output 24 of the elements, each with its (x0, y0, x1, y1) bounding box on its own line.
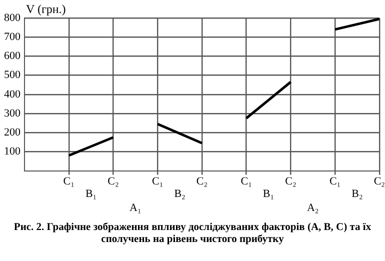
x-tick-label: C₂ (108, 175, 119, 188)
text: B₂ (174, 188, 186, 200)
x-tick-label: C₁ (240, 175, 252, 188)
text: A₁ (130, 202, 142, 214)
text: Рис. 2. Графічне зображення впливу досліджуваних факторів (А, В, С) та їх сполучень на рівень чистого прибутку (12, 222, 372, 246)
y-tick-label: 500 (4, 69, 21, 82)
x-tick-label: C₁ (63, 175, 75, 188)
y-tick-label: 600 (4, 50, 21, 62)
y-tick-label: 200 (4, 126, 21, 138)
x-tick-label: C₂ (196, 175, 208, 188)
y-tick-label: 400 (4, 88, 21, 100)
y-tick-label: 700 (4, 30, 21, 43)
text: B₁ (262, 188, 274, 200)
text: B₁ (85, 188, 97, 200)
text: A₂ (306, 202, 319, 214)
y-tick-label: 300 (4, 107, 21, 120)
y-tick-label: 800 (4, 12, 21, 24)
x-tick-label: C₂ (374, 175, 385, 188)
y-tick-label: 100 (4, 146, 21, 158)
y-axis-title: V (грн.) (26, 2, 66, 17)
x-tick-label: C₁ (329, 175, 341, 188)
text: B₂ (352, 188, 363, 200)
x-tick-label: C₁ (152, 175, 164, 188)
x-tick-label: C₂ (285, 175, 296, 188)
